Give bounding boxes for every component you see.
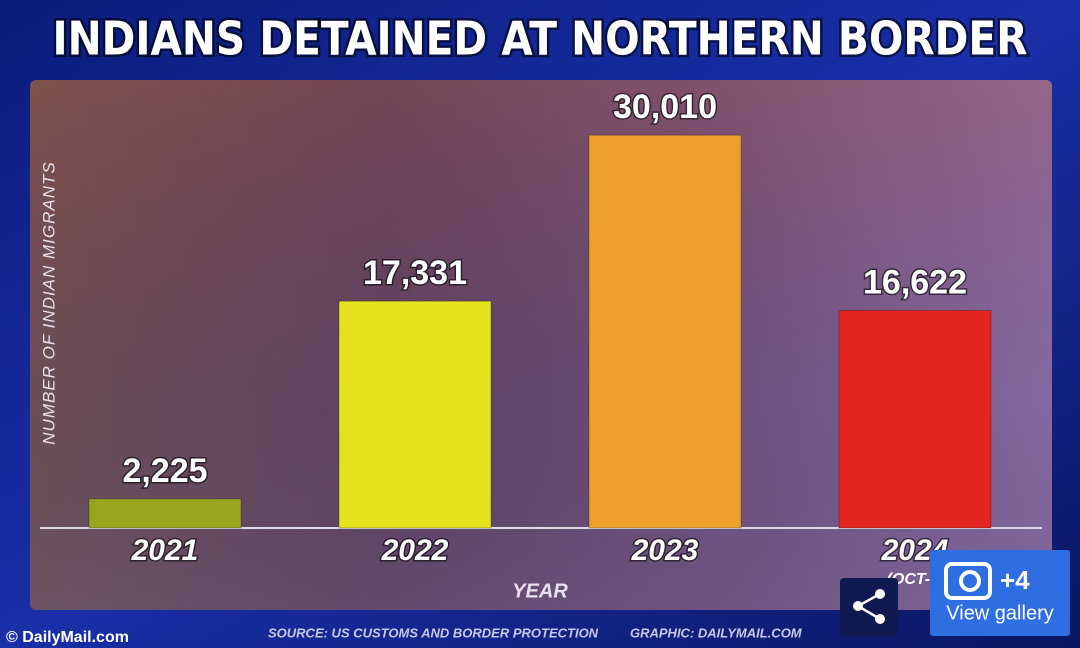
share-icon — [855, 592, 881, 621]
camera-icon — [959, 570, 981, 592]
share-button-bg[interactable] — [840, 578, 898, 636]
x-tick-label: 2021 — [131, 534, 199, 567]
bar — [838, 309, 992, 529]
credit: GRAPHIC: DAILYMAIL.COM — [630, 625, 803, 640]
bar — [338, 300, 492, 529]
gallery-button[interactable]: +4 View gallery — [930, 550, 1070, 636]
share-button[interactable] — [840, 578, 898, 636]
camera-icon — [944, 562, 992, 600]
watermark: © DailyMail.com — [6, 629, 129, 646]
y-axis-label: NUMBER OF INDIAN MIGRANTS — [39, 161, 58, 444]
value-label: 30,010 — [613, 88, 717, 126]
x-axis-label: YEAR — [512, 580, 568, 602]
chart-title: INDIANS DETAINED AT NORTHERN BORDER — [53, 12, 1028, 66]
value-label: 16,622 — [863, 263, 967, 301]
x-tick-note: (OCT-M — [887, 571, 945, 588]
gallery-count: +4 — [1000, 565, 1030, 595]
value-label: 2,225 — [122, 452, 207, 490]
x-tick-label: 2022 — [381, 534, 449, 567]
value-label: 17,331 — [363, 254, 467, 292]
gallery-label: View gallery — [946, 602, 1053, 624]
chart-panel-shade — [30, 80, 1052, 610]
bar — [88, 498, 242, 529]
bars: 2,225202117,331202230,010202316,6222024(… — [88, 87, 992, 588]
source: SOURCE: US CUSTOMS AND BORDER PROTECTION — [268, 625, 599, 640]
bar — [588, 134, 742, 529]
x-tick-label: 2023 — [631, 534, 699, 567]
